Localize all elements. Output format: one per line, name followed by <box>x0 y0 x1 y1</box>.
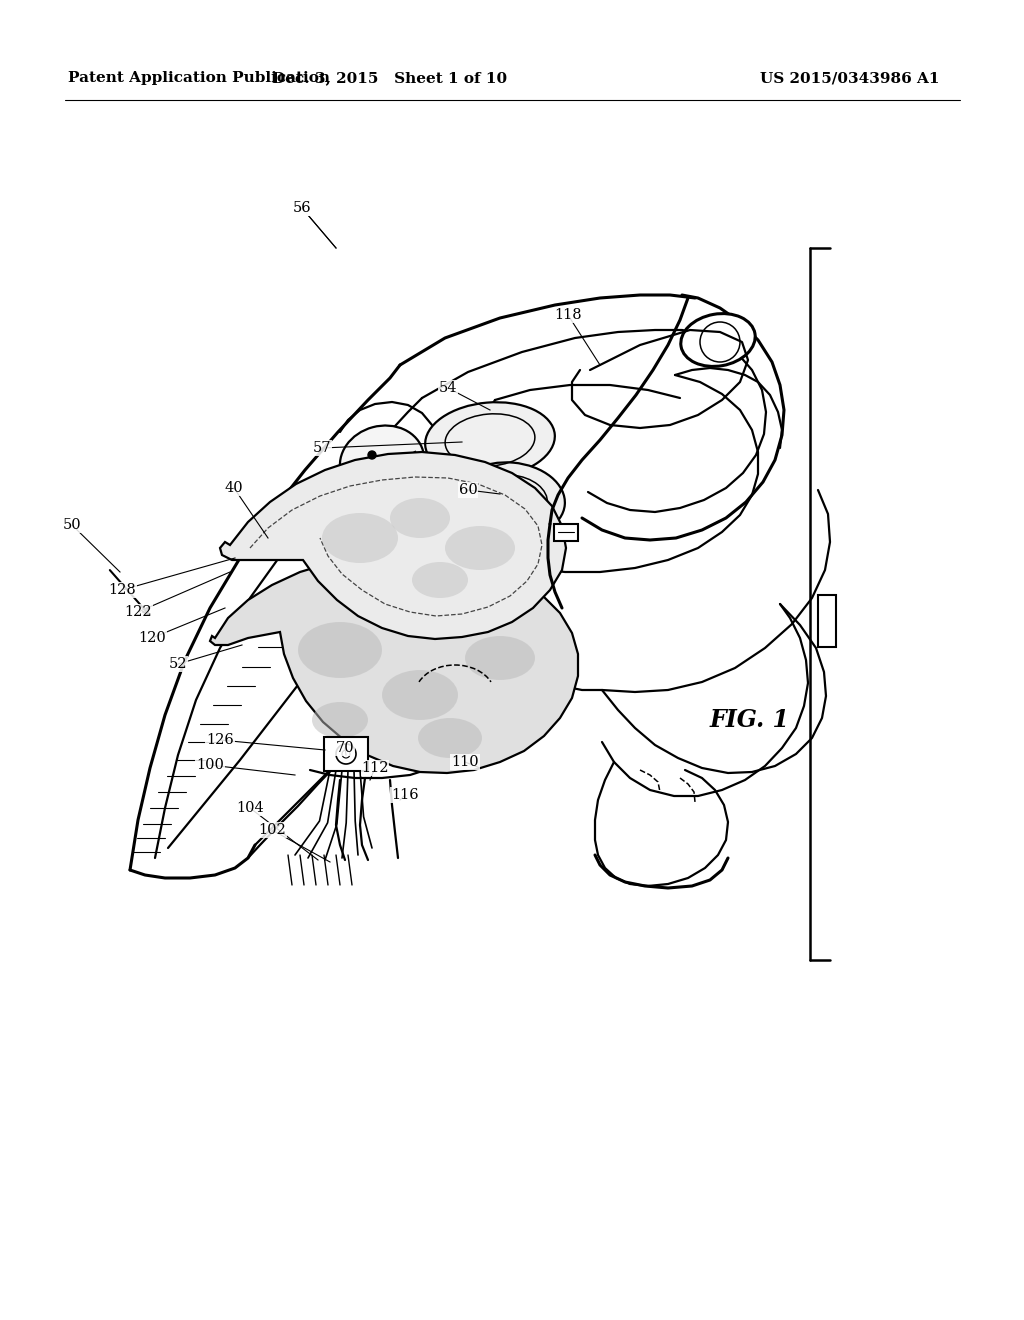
Ellipse shape <box>412 562 468 598</box>
Text: 52: 52 <box>169 657 187 671</box>
Polygon shape <box>210 554 578 774</box>
Text: 122: 122 <box>124 605 152 619</box>
Text: 50: 50 <box>62 517 81 532</box>
Text: 110: 110 <box>452 755 479 770</box>
Ellipse shape <box>445 525 515 570</box>
Ellipse shape <box>465 636 535 680</box>
Text: FIG. 1: FIG. 1 <box>710 708 790 733</box>
Ellipse shape <box>322 513 398 564</box>
Ellipse shape <box>312 702 368 738</box>
Text: 126: 126 <box>206 733 233 747</box>
Text: 60: 60 <box>459 483 477 498</box>
Text: 56: 56 <box>293 201 311 215</box>
Ellipse shape <box>298 622 382 678</box>
Text: 100: 100 <box>196 758 224 772</box>
Text: 57: 57 <box>312 441 331 455</box>
Polygon shape <box>220 451 566 639</box>
Text: 40: 40 <box>224 480 244 495</box>
Ellipse shape <box>382 671 458 719</box>
Text: 118: 118 <box>554 308 582 322</box>
Text: 116: 116 <box>391 788 419 803</box>
Circle shape <box>368 451 376 459</box>
FancyBboxPatch shape <box>324 737 368 771</box>
Text: 54: 54 <box>438 381 458 395</box>
Ellipse shape <box>425 403 555 478</box>
Ellipse shape <box>681 314 756 367</box>
Ellipse shape <box>418 718 482 758</box>
Text: 104: 104 <box>237 801 264 814</box>
Text: 112: 112 <box>361 762 389 775</box>
Text: 70: 70 <box>336 741 354 755</box>
Text: 120: 120 <box>138 631 166 645</box>
Ellipse shape <box>390 498 450 539</box>
Text: US 2015/0343986 A1: US 2015/0343986 A1 <box>760 71 939 84</box>
Text: 56: 56 <box>293 201 311 215</box>
Text: Dec. 3, 2015   Sheet 1 of 10: Dec. 3, 2015 Sheet 1 of 10 <box>272 71 508 84</box>
FancyBboxPatch shape <box>554 524 578 541</box>
Text: 102: 102 <box>258 822 286 837</box>
Ellipse shape <box>455 462 565 537</box>
FancyBboxPatch shape <box>818 595 836 647</box>
Text: Patent Application Publication: Patent Application Publication <box>68 71 330 84</box>
Text: 128: 128 <box>109 583 136 597</box>
Ellipse shape <box>340 425 424 499</box>
